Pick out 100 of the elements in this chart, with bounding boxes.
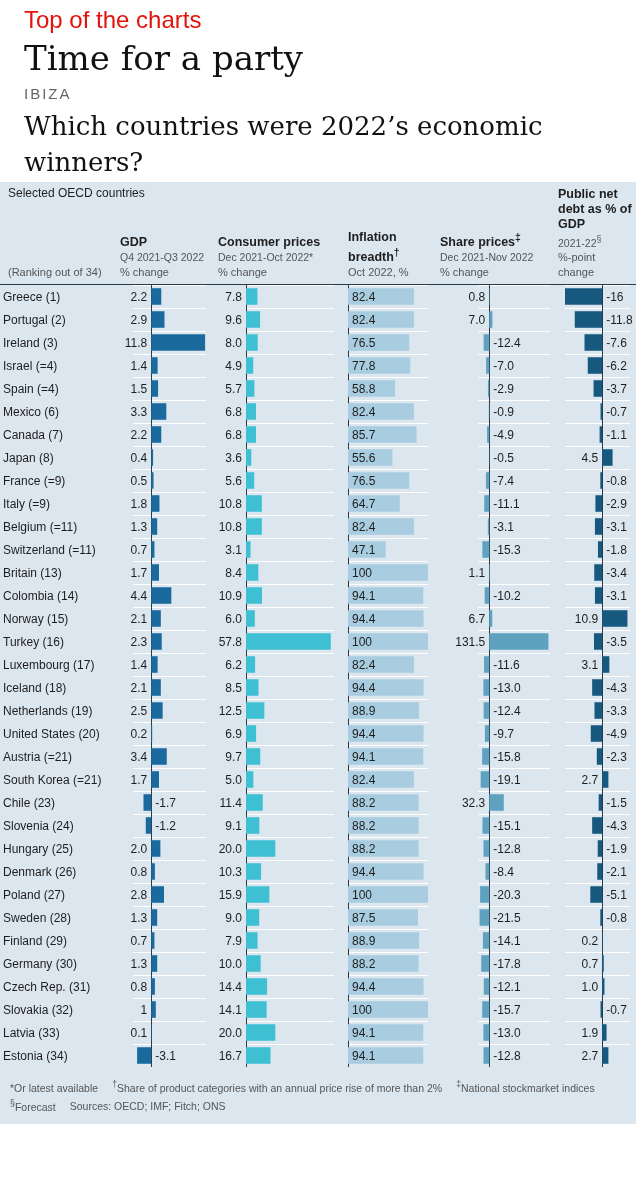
chart-subtitle: 2021-22$^{§}$ <box>558 232 603 250</box>
data-label: -1.9 <box>606 841 628 856</box>
bar <box>596 748 603 765</box>
data-label: 7.0 <box>468 312 486 327</box>
bar <box>602 449 613 466</box>
bar <box>246 380 255 397</box>
data-label: 11.4 <box>219 795 243 810</box>
y-tick-label: Latvia (33) <box>3 1025 60 1040</box>
y-tick-label: South Korea (=21) <box>3 772 102 787</box>
data-label: 0.1 <box>130 1025 148 1040</box>
bar <box>602 1047 609 1064</box>
y-tick-label: Britain (13) <box>3 565 62 580</box>
bar <box>151 518 158 535</box>
data-label: -11.1 <box>493 496 521 511</box>
data-label: -0.5 <box>493 450 515 465</box>
data-label: 6.0 <box>225 611 243 626</box>
data-label: 8.5 <box>225 680 243 695</box>
data-label: -12.1 <box>493 979 521 994</box>
data-label: -3.1 <box>493 519 515 534</box>
bar <box>348 1001 428 1018</box>
bar <box>137 1047 152 1064</box>
bar <box>151 840 161 857</box>
data-label: -0.7 <box>606 404 628 419</box>
bar <box>348 702 420 719</box>
text: Time for a party <box>24 37 305 80</box>
data-label: -2.9 <box>493 381 515 396</box>
y-tick-label: Chile (23) <box>3 795 56 810</box>
data-label: 2.8 <box>130 887 148 902</box>
text: IBIZA <box>24 84 73 104</box>
data-label: -21.5 <box>493 910 521 925</box>
bar <box>246 840 276 857</box>
data-label: 2.0 <box>130 841 148 856</box>
x-axis-title: % change <box>120 265 170 280</box>
data-label: 77.8 <box>352 358 376 373</box>
data-label: 100 <box>352 887 373 902</box>
bar <box>348 748 424 765</box>
data-label: 94.1 <box>352 749 376 764</box>
bar <box>483 978 490 995</box>
y-tick-label: Belgium (=11) <box>3 519 78 534</box>
data-label: -16 <box>606 289 624 304</box>
data-label: 0.7 <box>130 542 148 557</box>
data-label: 85.7 <box>352 427 376 442</box>
bar <box>348 633 428 650</box>
bar <box>479 909 490 926</box>
bar <box>483 1024 490 1041</box>
y-tick-label: Czech Rep. (31) <box>3 979 91 994</box>
data-label: 76.5 <box>352 335 376 350</box>
y-tick-label: Portugal (2) <box>3 312 66 327</box>
data-label: -0.8 <box>606 910 628 925</box>
bar <box>597 840 603 857</box>
bar <box>592 817 603 834</box>
bar <box>348 656 414 673</box>
bar <box>246 702 265 719</box>
bar <box>489 633 549 650</box>
data-label: 82.4 <box>352 519 376 534</box>
bar <box>151 380 159 397</box>
data-label: 32.3 <box>461 795 486 810</box>
bar <box>592 679 603 696</box>
chart-title: Public net debt as % of GDP <box>558 186 633 232</box>
x-axis-title: % change <box>440 265 490 280</box>
bar <box>246 449 252 466</box>
data-label: 4.9 <box>225 358 243 373</box>
y-tick-label: Switzerland (=11) <box>3 542 96 557</box>
bar <box>246 495 262 512</box>
data-label: -1.5 <box>606 795 628 810</box>
data-label: 58.8 <box>352 381 376 396</box>
bar <box>151 932 155 949</box>
bar <box>151 702 163 719</box>
bar <box>151 426 162 443</box>
data-label: -14.1 <box>493 933 521 948</box>
data-label: -11.6 <box>493 657 521 672</box>
bar <box>246 518 262 535</box>
text: $^{†}$Share of product categories with an annual price rise of more than 2% <box>112 1078 443 1096</box>
data-label: 10.8 <box>218 496 243 511</box>
bar <box>587 357 603 374</box>
bar <box>565 288 603 305</box>
data-label: 1.1 <box>468 565 486 580</box>
bar <box>348 886 428 903</box>
data-label: 3.6 <box>225 450 243 465</box>
bar <box>348 771 414 788</box>
bar <box>486 357 490 374</box>
bar <box>246 771 254 788</box>
bar <box>484 656 490 673</box>
data-label: 0.2 <box>581 933 599 948</box>
data-label: 1.5 <box>130 381 148 396</box>
y-tick-label: Israel (=4) <box>3 358 58 373</box>
bar <box>151 403 167 420</box>
data-label: 55.6 <box>352 450 376 465</box>
bar <box>480 771 490 788</box>
data-label: 100 <box>352 1002 373 1017</box>
data-label: 47.1 <box>352 542 376 557</box>
bar <box>594 702 603 719</box>
data-label: 10.0 <box>218 956 243 971</box>
data-label: -3.4 <box>606 565 628 580</box>
y-tick-label: Mexico (6) <box>3 404 60 419</box>
data-label: -12.4 <box>493 703 521 718</box>
data-label: -15.3 <box>493 542 521 557</box>
bar <box>489 610 493 627</box>
data-label: 64.7 <box>352 496 376 511</box>
data-label: 6.9 <box>225 726 243 741</box>
